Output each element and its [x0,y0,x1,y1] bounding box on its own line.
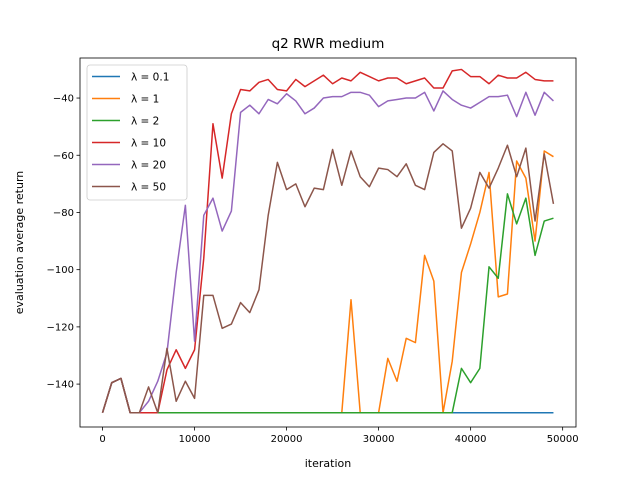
x-axis: 0 10000 20000 30000 40000 50000 [99,427,579,445]
x-tick-label: 40000 [455,434,487,445]
x-tick-label: 20000 [271,434,303,445]
legend-label-4: λ = 10 [131,138,166,150]
series-line-4 [101,68,554,414]
y-tick-label: −120 [47,322,74,333]
y-axis-label: evaluation average return [13,171,26,315]
series-line-3 [101,193,554,414]
plot-lines [101,68,555,414]
legend-label-2: λ = 1 [131,94,159,106]
series-line-6 [101,143,555,414]
x-tick-label: 30000 [363,434,395,445]
y-tick-label: −100 [47,265,74,276]
legend-label-5: λ = 20 [131,160,166,172]
y-axis: −140 −120 −100 −80 −60 −40 [47,94,80,391]
legend-label-3: λ = 2 [131,116,159,128]
x-tick-label: 0 [99,434,105,445]
chart-title: q2 RWR medium [272,36,385,52]
y-tick-label: −60 [53,151,74,162]
series-line-5 [101,90,554,414]
x-tick-label: 50000 [547,434,579,445]
legend-label-6: λ = 50 [131,182,166,194]
x-tick-label: 10000 [179,434,211,445]
y-tick-label: −40 [53,94,74,105]
legend: λ = 0.1 λ = 1 λ = 2 λ = 10 λ = 20 λ = 50 [86,64,188,201]
y-tick-label: −80 [53,208,74,219]
plot-frame [79,57,577,428]
legend-frame [86,64,188,201]
x-axis-label: iteration [305,457,351,470]
y-tick-label: −140 [47,380,74,391]
legend-label-1: λ = 0.1 [131,72,169,84]
